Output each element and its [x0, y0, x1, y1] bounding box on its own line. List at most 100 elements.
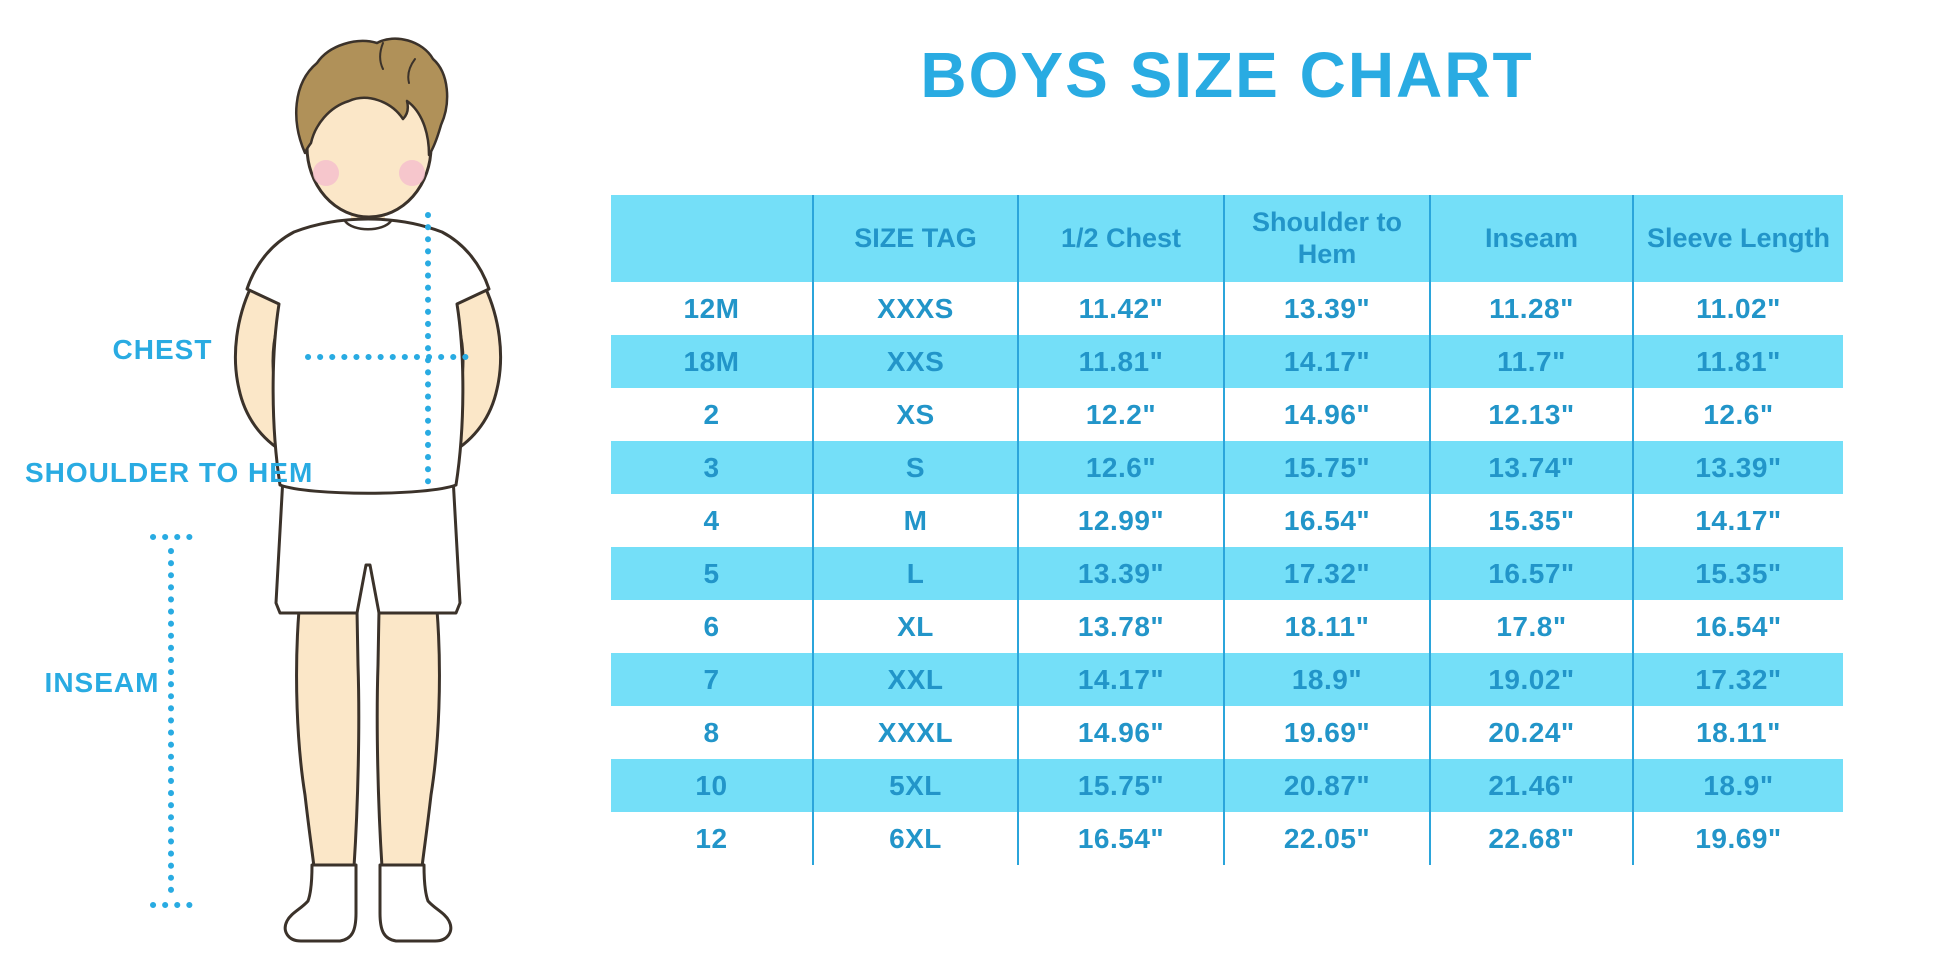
- table-row: 18M XXS 11.81" 14.17" 11.7" 11.81": [611, 335, 1843, 388]
- cell: 16.57": [1429, 547, 1633, 600]
- cell: XXXL: [812, 706, 1018, 759]
- cell: 11.28": [1429, 282, 1633, 335]
- row-size-label: 2: [703, 398, 720, 430]
- cell: 17.32": [1632, 653, 1843, 706]
- cell: 20.24": [1429, 706, 1633, 759]
- cell: 13.39": [1223, 282, 1430, 335]
- boy-hair-strands: [379, 42, 416, 84]
- cell: 11.42": [1017, 282, 1224, 335]
- cell: 15.35": [1429, 494, 1633, 547]
- cell: 13.74": [1429, 441, 1633, 494]
- cell: 22.05": [1223, 812, 1430, 865]
- table-row: 10 5XL 15.75" 20.87" 21.46" 18.9": [611, 759, 1843, 812]
- cell: 18.11": [1632, 706, 1843, 759]
- cell: 14.17": [1017, 653, 1224, 706]
- cell: 15.75": [1017, 759, 1224, 812]
- table-row: 2 XS 12.2" 14.96" 12.13" 12.6": [611, 388, 1843, 441]
- cell: 13.39": [1632, 441, 1843, 494]
- cell: 15.75": [1223, 441, 1430, 494]
- cell: 22.68": [1429, 812, 1633, 865]
- row-size-label: 10: [695, 769, 728, 801]
- cell: 11.81": [1017, 335, 1224, 388]
- cell: 20.87": [1223, 759, 1430, 812]
- column-header: SIZE TAG: [812, 195, 1018, 282]
- cell: XXL: [812, 653, 1018, 706]
- cell: XXXS: [812, 282, 1018, 335]
- column-header: 1/2 Chest: [1017, 195, 1224, 282]
- table-row: 6 XL 13.78" 18.11" 17.8" 16.54": [611, 600, 1843, 653]
- row-size-label: 7: [703, 663, 720, 695]
- table-head: SIZE TAG 1/2 Chest Shoulder to Hem Inseam Sl…: [611, 195, 1843, 282]
- table-row: 8 XXXL 14.96" 19.69" 20.24" 18.11": [611, 706, 1843, 759]
- cell: 17.8": [1429, 600, 1633, 653]
- table-body: 12M XXXS 11.42" 13.39" 11.28" 11.02" 18M XXS 11.…: [611, 282, 1843, 865]
- boy-leg-right: [375, 608, 441, 869]
- row-size-label: 12M: [683, 292, 740, 324]
- column-header: Inseam: [1429, 195, 1633, 282]
- boy-leg-left: [295, 608, 361, 869]
- cell: M: [812, 494, 1018, 547]
- boy-shirt-collar: [343, 219, 393, 231]
- column-header: Sleeve Length: [1632, 195, 1843, 282]
- cell: XL: [812, 600, 1018, 653]
- cell: 11.81": [1632, 335, 1843, 388]
- cell: 12.13": [1429, 388, 1633, 441]
- cell: 5XL: [812, 759, 1018, 812]
- cell: 12.6": [1017, 441, 1224, 494]
- cell: 14.96": [1017, 706, 1224, 759]
- row-size-label: 4: [703, 504, 720, 536]
- row-size-label: 18M: [683, 345, 740, 377]
- row-size-label: 3: [703, 451, 720, 483]
- cell: L: [812, 547, 1018, 600]
- boy-figure: [133, 25, 603, 965]
- table-header-row: SIZE TAG 1/2 Chest Shoulder to Hem Inseam Sl…: [611, 195, 1843, 282]
- page-title: BOYS SIZE CHART: [920, 39, 1534, 111]
- cell: 14.17": [1632, 494, 1843, 547]
- table-row: 7 XXL 14.17" 18.9" 19.02" 17.32": [611, 653, 1843, 706]
- cell: 14.17": [1223, 335, 1430, 388]
- cell: 19.69": [1223, 706, 1430, 759]
- table-row: 5 L 13.39" 17.32" 16.57" 15.35": [611, 547, 1843, 600]
- table-row: 3 S 12.6" 15.75" 13.74" 13.39": [611, 441, 1843, 494]
- column-header: [611, 195, 813, 282]
- row-size-label: 5: [703, 557, 720, 589]
- cell: 19.02": [1429, 653, 1633, 706]
- boy-sock-left: [283, 863, 358, 943]
- cell: 11.7": [1429, 335, 1633, 388]
- cell: 18.9": [1223, 653, 1430, 706]
- row-size-label: 6: [703, 610, 720, 642]
- cell: 21.46": [1429, 759, 1633, 812]
- cell: 16.54": [1632, 600, 1843, 653]
- cell: 13.39": [1017, 547, 1224, 600]
- table-row: 12 6XL 16.54" 22.05" 22.68" 19.69": [611, 812, 1843, 865]
- cell: 19.69": [1632, 812, 1843, 865]
- cell: 18.11": [1223, 600, 1430, 653]
- row-size-label: 8: [703, 716, 720, 748]
- cell: 12.2": [1017, 388, 1224, 441]
- cell: 18.9": [1632, 759, 1843, 812]
- cell: S: [812, 441, 1018, 494]
- cell: 12.99": [1017, 494, 1224, 547]
- cell: 11.02": [1632, 282, 1843, 335]
- chest-label: CHEST: [112, 334, 213, 365]
- size-table: SIZE TAG 1/2 Chest Shoulder to Hem Inseam Sl…: [611, 195, 1843, 865]
- boy-sock-right: [378, 863, 453, 943]
- shoulder-to-hem-label: SHOULDER TO HEM: [25, 457, 314, 488]
- cell: 16.54": [1017, 812, 1224, 865]
- cell: 16.54": [1223, 494, 1430, 547]
- cell: 15.35": [1632, 547, 1843, 600]
- cell: XS: [812, 388, 1018, 441]
- cell: XXS: [812, 335, 1018, 388]
- boy-blush-left: [313, 160, 339, 186]
- cell: 6XL: [812, 812, 1018, 865]
- table-row: 4 M 12.99" 16.54" 15.35" 14.17": [611, 494, 1843, 547]
- boy-blush-right: [399, 160, 425, 186]
- cell: 17.32": [1223, 547, 1430, 600]
- boy-shorts: [274, 475, 462, 615]
- boy-illustration: [150, 37, 503, 943]
- column-header: Shoulder to Hem: [1223, 195, 1430, 282]
- cell: 14.96": [1223, 388, 1430, 441]
- table-row: 12M XXXS 11.42" 13.39" 11.28" 11.02": [611, 282, 1843, 335]
- cell: 13.78": [1017, 600, 1224, 653]
